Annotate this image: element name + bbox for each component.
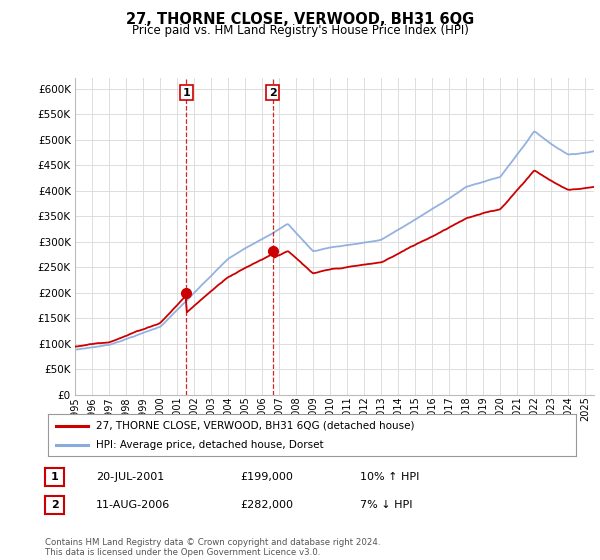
Text: 1: 1 xyxy=(182,87,190,97)
Text: 2: 2 xyxy=(51,500,58,510)
Text: 20-JUL-2001: 20-JUL-2001 xyxy=(96,472,164,482)
Text: Price paid vs. HM Land Registry's House Price Index (HPI): Price paid vs. HM Land Registry's House … xyxy=(131,24,469,37)
Text: 7% ↓ HPI: 7% ↓ HPI xyxy=(360,500,413,510)
Text: HPI: Average price, detached house, Dorset: HPI: Average price, detached house, Dors… xyxy=(95,440,323,450)
Text: 11-AUG-2006: 11-AUG-2006 xyxy=(96,500,170,510)
Text: 10% ↑ HPI: 10% ↑ HPI xyxy=(360,472,419,482)
Text: 27, THORNE CLOSE, VERWOOD, BH31 6QG: 27, THORNE CLOSE, VERWOOD, BH31 6QG xyxy=(126,12,474,27)
Text: 1: 1 xyxy=(51,472,58,482)
Text: Contains HM Land Registry data © Crown copyright and database right 2024.
This d: Contains HM Land Registry data © Crown c… xyxy=(45,538,380,557)
Text: 2: 2 xyxy=(269,87,277,97)
Text: £199,000: £199,000 xyxy=(240,472,293,482)
Text: 27, THORNE CLOSE, VERWOOD, BH31 6QG (detached house): 27, THORNE CLOSE, VERWOOD, BH31 6QG (det… xyxy=(95,421,414,431)
Text: £282,000: £282,000 xyxy=(240,500,293,510)
